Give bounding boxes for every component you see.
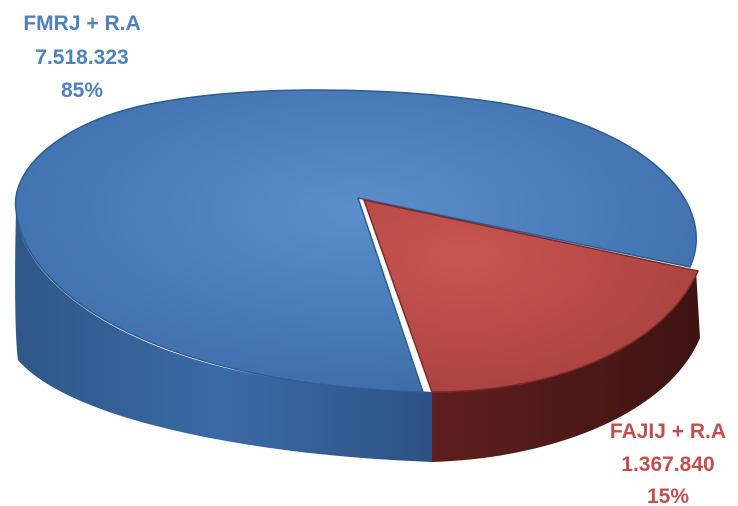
label-fmrj-name: FMRJ + R.A — [23, 12, 140, 35]
label-fajij-percent: 15% — [647, 485, 689, 506]
label-fmrj: FMRJ + R.A 7.518.323 85% — [23, 12, 140, 102]
slice-fajij — [362, 198, 700, 393]
slice-fajij-side — [432, 270, 700, 462]
label-fajij-name: FAJIJ + R.A — [610, 420, 726, 443]
slice-fmrj-side — [15, 210, 433, 462]
label-fajij-value: 1.367.840 — [621, 453, 714, 476]
label-fmrj-percent: 85% — [61, 79, 103, 102]
slice-fmrj — [14, 89, 697, 393]
label-fajij: FAJIJ + R.A 1.367.840 15% — [610, 420, 726, 506]
label-fmrj-value: 7.518.323 — [35, 46, 128, 69]
